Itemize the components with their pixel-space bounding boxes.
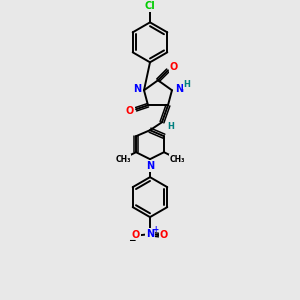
Text: −: − — [128, 236, 136, 244]
Text: Cl: Cl — [145, 2, 155, 11]
Text: O: O — [126, 106, 134, 116]
Text: N: N — [146, 161, 154, 171]
Text: N: N — [146, 229, 154, 239]
Text: O: O — [170, 62, 178, 72]
Text: N: N — [133, 84, 141, 94]
Text: +: + — [152, 225, 158, 234]
Text: CH₃: CH₃ — [169, 155, 185, 164]
Text: CH₃: CH₃ — [115, 155, 131, 164]
Text: O: O — [160, 230, 168, 240]
Text: H: H — [184, 80, 190, 89]
Text: O: O — [132, 230, 140, 240]
Text: N: N — [175, 84, 183, 94]
Text: H: H — [167, 122, 174, 131]
